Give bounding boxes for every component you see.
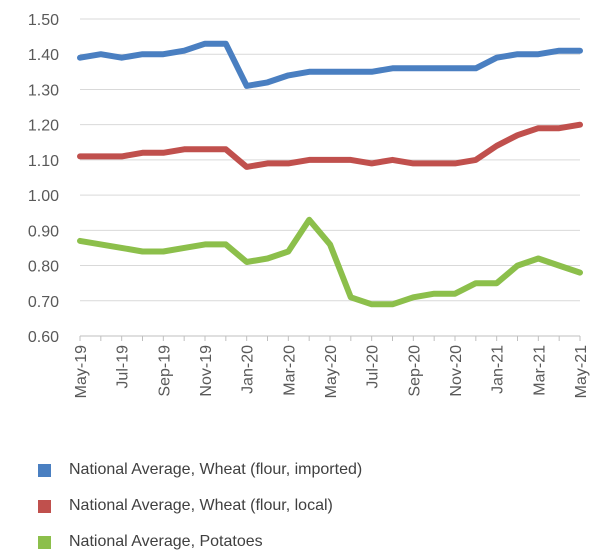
legend-item: National Average, Potatoes <box>38 524 362 560</box>
y-tick-label: 1.50 <box>28 12 59 29</box>
y-tick-label: 0.90 <box>28 223 59 240</box>
legend-swatch <box>38 463 51 477</box>
y-tick-label: 0.80 <box>28 259 59 276</box>
legend-swatch <box>38 535 51 549</box>
y-tick-label: 1.00 <box>28 188 59 205</box>
legend-item: National Average, Wheat (flour, imported… <box>38 452 362 488</box>
legend-swatch <box>38 499 51 513</box>
y-tick-label: 1.40 <box>28 47 59 64</box>
x-tick-label: Nov-19 <box>198 345 215 397</box>
x-tick-label: Jul-20 <box>365 345 382 389</box>
x-tick-label: Sep-20 <box>406 345 423 397</box>
legend-item: National Average, Wheat (flour, local) <box>38 488 362 524</box>
y-axis: 0.60 0.70 0.80 0.90 1.00 1.10 1.20 1.30 1.40 1.50 <box>28 12 59 346</box>
series-line-1 <box>77 40 583 89</box>
series-line-2 <box>77 121 583 170</box>
chart-legend: National Average, Wheat (flour, imported… <box>38 452 362 560</box>
y-tick-label: 0.60 <box>28 329 59 346</box>
series-line-3 <box>77 216 583 308</box>
x-tick-label: Mar-21 <box>531 345 548 396</box>
x-tick-label: May-20 <box>323 345 340 398</box>
x-axis: May-19 Jul-19 Sep-19 Nov-19 Jan-20 Mar-20 May-… <box>73 335 590 398</box>
x-tick-label: Mar-20 <box>281 345 298 396</box>
x-tick-label: Nov-20 <box>448 345 465 397</box>
x-tick-label: Jul-19 <box>115 345 132 389</box>
x-tick-label: Jan-20 <box>240 345 257 394</box>
x-tick-label: May-21 <box>573 345 590 398</box>
x-tick-label: Jan-21 <box>490 345 507 394</box>
y-tick-label: 1.20 <box>28 118 59 135</box>
gridlines <box>80 18 580 337</box>
legend-label: National Average, Wheat (flour, local) <box>69 497 333 514</box>
y-tick-label: 1.30 <box>28 82 59 99</box>
x-tick-label: Sep-19 <box>156 345 173 397</box>
y-tick-label: 0.70 <box>28 294 59 311</box>
series-lines <box>77 40 583 308</box>
line-chart: 0.60 0.70 0.80 0.90 1.00 1.10 1.20 1.30 1.40 1.50… <box>28 12 590 398</box>
legend-label: National Average, Wheat (flour, imported… <box>69 461 363 478</box>
y-tick-label: 1.10 <box>28 153 59 170</box>
legend-label: National Average, Potatoes <box>69 533 263 550</box>
x-tick-label: May-19 <box>73 345 90 398</box>
